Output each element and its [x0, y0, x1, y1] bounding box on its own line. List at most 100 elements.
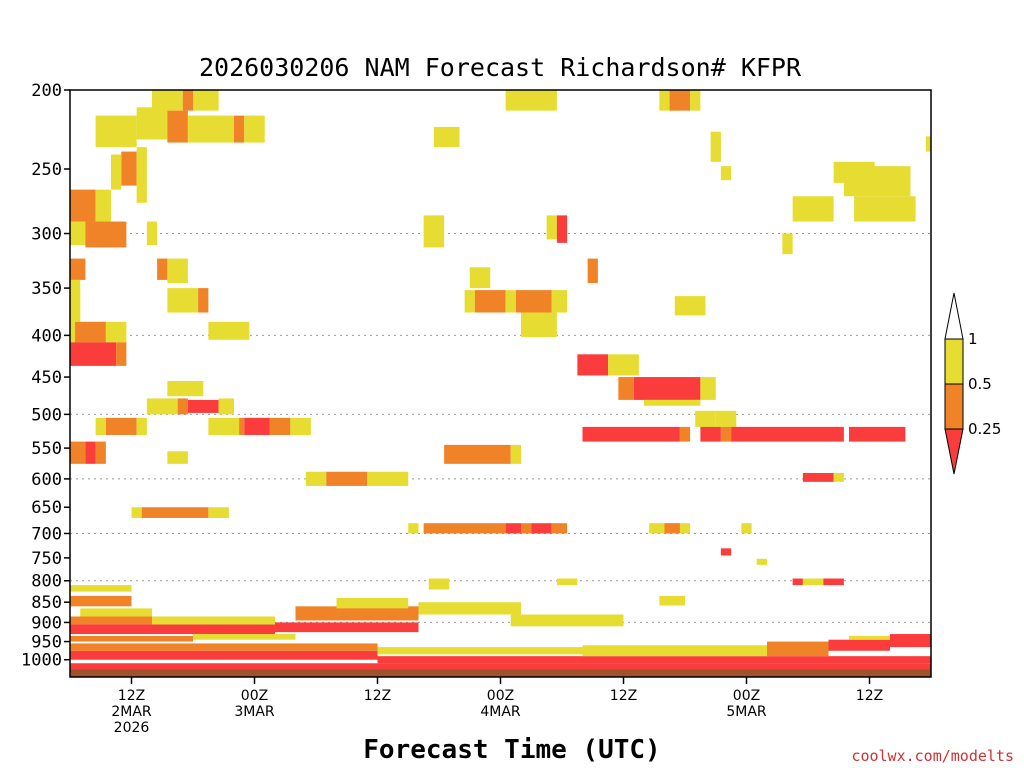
heatmap-cell — [551, 523, 568, 534]
heatmap-cell — [208, 417, 240, 435]
heatmap-cell — [85, 441, 96, 464]
x-tick-label: 4MAR — [480, 704, 521, 720]
heatmap-cell — [505, 290, 516, 313]
heatmap-cell — [428, 578, 450, 590]
heatmap-cell — [70, 650, 378, 660]
heatmap-cell — [70, 616, 152, 625]
heatmap-cell — [193, 90, 219, 111]
heatmap-cell — [854, 196, 916, 222]
heatmap-cell — [187, 115, 234, 143]
heatmap-cell — [167, 258, 188, 284]
heatmap-cell — [208, 507, 229, 518]
heatmap-cell — [423, 215, 445, 248]
heatmap-cell — [111, 154, 122, 190]
heatmap-cell — [823, 578, 844, 586]
heatmap-cell — [510, 444, 521, 464]
heatmap-cell — [674, 296, 706, 316]
heatmap-cell — [767, 641, 829, 657]
heatmap-cell — [843, 166, 911, 197]
heatmap-cell — [70, 663, 931, 670]
heatmap-cell — [587, 258, 598, 284]
heatmap-cell — [756, 558, 767, 565]
legend-top-arrow — [944, 292, 964, 340]
heatmap-cell — [70, 279, 81, 322]
heatmap-cell — [423, 523, 506, 534]
heatmap-cell — [556, 215, 568, 243]
heatmap-cell — [167, 380, 204, 397]
heatmap-cell — [474, 290, 506, 313]
heatmap-cell — [70, 624, 275, 635]
heatmap-cell — [157, 258, 168, 280]
heatmap-cell — [70, 635, 193, 642]
y-tick-label: 450 — [31, 368, 62, 388]
heatmap-cell — [510, 614, 624, 627]
heatmap-cell — [659, 595, 685, 606]
heatmap-cell — [187, 399, 219, 413]
heatmap-cell — [464, 290, 475, 313]
heatmap-cell — [418, 602, 521, 615]
y-tick-label: 950 — [31, 633, 62, 653]
heatmap-cell — [849, 426, 906, 442]
heatmap-cell — [515, 290, 552, 313]
heatmap-cell — [802, 578, 824, 586]
heatmap-cell — [710, 131, 721, 162]
heatmap-cell — [177, 398, 188, 415]
heatmap-cell — [521, 312, 557, 338]
heatmap-cell — [582, 645, 767, 657]
y-tick-label: 750 — [31, 549, 62, 569]
heatmap-cell — [700, 377, 716, 400]
chart-title: 2026030206 NAM Forecast Richardson# KFPR — [199, 53, 802, 82]
heatmap-cell — [70, 441, 86, 464]
heatmap-cell — [146, 221, 158, 246]
heatmap-cell — [521, 523, 532, 534]
heatmap-cell — [136, 147, 147, 203]
heatmap-cell — [152, 616, 275, 625]
legend-swatch-0.5-1 — [944, 338, 964, 385]
y-tick-label: 700 — [31, 524, 62, 544]
heatmap-cell — [234, 115, 245, 143]
heatmap-cell — [146, 398, 178, 415]
heatmap-cell — [444, 444, 511, 464]
heatmap-cell — [695, 410, 716, 427]
heatmap-cell — [849, 635, 890, 640]
heatmap-cell — [700, 426, 721, 442]
surface-band — [70, 669, 931, 677]
y-tick-label: 600 — [31, 470, 62, 490]
heatmap-cell — [644, 399, 701, 406]
heatmap-cell — [828, 639, 890, 651]
colorbar-legend: 1 0.5 0.25 — [944, 292, 1001, 475]
heatmap-cell — [505, 90, 557, 111]
heatmap-cell — [208, 321, 250, 340]
heatmap-cell — [577, 354, 609, 376]
heatmap-cell — [275, 622, 419, 633]
y-tick-label: 850 — [31, 593, 62, 613]
heatmap-cell — [664, 523, 680, 534]
x-tick-label: 12Z — [118, 688, 145, 704]
heatmap-cell — [80, 608, 152, 617]
heatmap-cell — [131, 507, 142, 518]
heatmap-cell — [85, 221, 127, 248]
y-tick-label: 300 — [31, 225, 62, 245]
heatmap-cell — [377, 656, 931, 664]
heatmap-cell — [782, 233, 793, 255]
heatmap-cell — [152, 90, 183, 111]
heatmap-cell — [70, 342, 117, 366]
heatmap-cell — [295, 606, 419, 621]
heatmap-cell — [70, 595, 132, 607]
legend-label: 0.5 — [968, 375, 992, 393]
heatmap-cell — [244, 417, 270, 435]
heatmap-cell — [546, 215, 557, 240]
heatmap-cell — [95, 115, 137, 148]
x-tick-label: 12Z — [364, 688, 391, 704]
heatmap-cell — [690, 90, 701, 111]
heatmap-cell — [679, 426, 691, 442]
y-tick-label: 200 — [31, 81, 62, 101]
y-tick-label: 800 — [31, 572, 62, 592]
heatmap-cell — [239, 417, 245, 435]
heatmap-cell — [792, 578, 803, 586]
heatmap-cell — [95, 417, 106, 435]
heatmap-cell — [890, 634, 931, 648]
y-tick-label: 250 — [31, 160, 62, 180]
